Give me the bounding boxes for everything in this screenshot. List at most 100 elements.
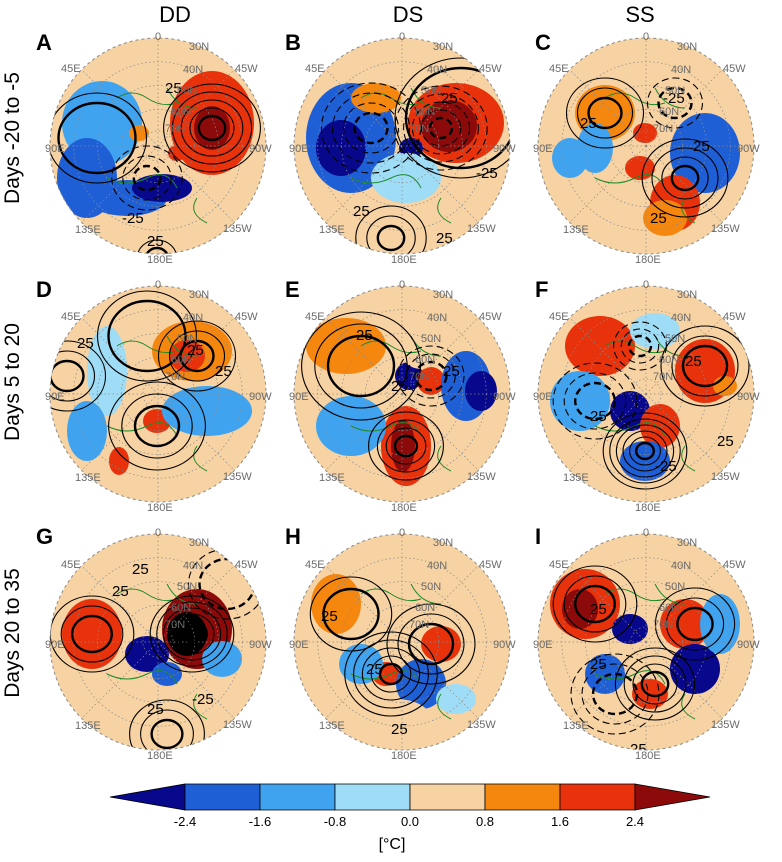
polar-map-b: 25 -25 25 25 0 45W 90W 135W 180E 135E 90E 45E 30N 40N… xyxy=(289,31,516,266)
label-lat-40n: 40N xyxy=(183,64,203,76)
label-lat-50n: 50N xyxy=(421,581,441,593)
geopotential-contour xyxy=(107,299,187,373)
anomaly-region xyxy=(351,83,401,113)
label-lon-45w: 45W xyxy=(723,559,746,571)
coastline xyxy=(106,335,208,472)
anomaly-region xyxy=(67,401,107,461)
panel-letter-d: D xyxy=(36,277,52,302)
geopotential-contour xyxy=(309,576,393,652)
label-lat-70n: 70N xyxy=(409,123,429,135)
geopotential-contour xyxy=(676,606,714,642)
label-lat-50n: 50N xyxy=(421,85,441,97)
label-lon-135e: 135E xyxy=(563,472,589,484)
map-border xyxy=(537,533,755,751)
contour-label: 25 xyxy=(187,342,204,359)
geopotential-contour xyxy=(397,613,465,675)
contour-label: -25 xyxy=(192,691,214,708)
geopotential-contour xyxy=(169,613,215,655)
coastline xyxy=(350,335,452,472)
label-lon-90w: 90W xyxy=(737,143,760,155)
contour-label: -25 xyxy=(655,458,677,475)
anomaly-region xyxy=(137,461,197,491)
label-lat-30n: 30N xyxy=(433,41,453,53)
geopotential-contour xyxy=(574,584,616,624)
geopotential-contour xyxy=(411,101,471,155)
contour-label: 25 xyxy=(436,230,453,247)
contour-label: 25 xyxy=(693,138,710,155)
geopotential-contour xyxy=(150,718,184,750)
label-lon-135w: 135W xyxy=(467,471,496,483)
label-lat-30n: 30N xyxy=(433,537,453,549)
geopotential-contour xyxy=(670,164,700,192)
contour-label: 25 xyxy=(356,327,373,344)
anomaly-region xyxy=(421,100,477,152)
coastline xyxy=(350,583,452,720)
anomaly-region xyxy=(605,724,675,750)
contour-label: 25 xyxy=(630,741,647,758)
label-lon-90e: 90E xyxy=(289,143,309,155)
label-lon-90w: 90W xyxy=(737,639,760,651)
label-lon-0: 0 xyxy=(155,527,161,539)
geopotential-contour xyxy=(404,66,510,170)
anomaly-region xyxy=(169,340,205,372)
colorbar-segment xyxy=(184,783,261,811)
geopotential-contour xyxy=(397,345,465,407)
label-lon-180e: 180E xyxy=(391,750,417,762)
polar-map-a: 25-2525045W90W135W180E135E90E45E30N40N50… xyxy=(45,31,272,266)
geopotential-contour xyxy=(162,607,222,661)
latitude-circle xyxy=(386,626,418,658)
anomaly-region xyxy=(552,138,588,178)
label-lon-90w: 90W xyxy=(493,143,516,155)
contour-label: 25 xyxy=(215,363,232,380)
geopotential-contour xyxy=(108,381,206,471)
anomaly-region xyxy=(371,153,441,203)
contour-label: 25 xyxy=(321,608,338,625)
polar-map-c: 25 -25 25 25 0 45W 90W 135W 180E 135E 90E 45E 30N 40N… xyxy=(533,31,760,266)
map-field: 25 -25 25 25 xyxy=(538,38,754,254)
label-lon-135w: 135W xyxy=(223,471,252,483)
column-header-ss: SS xyxy=(625,2,655,27)
map-border xyxy=(537,285,755,503)
anomaly-region xyxy=(316,120,366,176)
colorbar-tick-label: -0.8 xyxy=(324,814,346,829)
geopotential-contour xyxy=(326,334,396,398)
anomaly-region xyxy=(311,574,361,634)
panel-letter-e: E xyxy=(285,277,300,302)
label-lat-40n: 40N xyxy=(671,64,691,76)
colorbar-unit-label: [°C] xyxy=(378,836,406,853)
geopotential-contour xyxy=(50,92,148,184)
label-lon-180e: 180E xyxy=(147,254,173,266)
label-lat-60n: 60N xyxy=(415,106,435,118)
label-lon-45e: 45E xyxy=(61,311,81,323)
label-lon-135w: 135W xyxy=(711,471,740,483)
geopotential-contour xyxy=(320,82,422,174)
anomaly-region xyxy=(168,145,186,161)
label-lat-60n: 60N xyxy=(659,354,679,366)
anomaly-region xyxy=(550,371,610,431)
label-lon-45e: 45E xyxy=(549,311,569,323)
label-lon-135e: 135E xyxy=(75,224,101,236)
geopotential-contour xyxy=(60,605,124,663)
label-lon-135w: 135W xyxy=(467,719,496,731)
contour-label: 25 xyxy=(685,353,702,370)
geopotential-contour xyxy=(176,619,208,649)
label-lon-180e: 180E xyxy=(147,750,173,762)
geopotential-contour xyxy=(657,86,693,120)
map-field: 25 25 25 xyxy=(538,534,754,758)
label-lon-90w: 90W xyxy=(493,391,516,403)
label-lon-90w: 90W xyxy=(249,143,272,155)
latitude-circle xyxy=(142,626,174,658)
geopotential-contour xyxy=(366,215,416,254)
label-lon-135e: 135E xyxy=(75,720,101,732)
geopotential-contour xyxy=(632,663,678,705)
anomaly-region xyxy=(152,662,182,686)
geopotential-contour xyxy=(179,339,215,373)
geopotential-contour xyxy=(50,350,96,402)
colorbar-tick-label: -1.6 xyxy=(249,814,271,829)
anomaly-region xyxy=(620,441,670,481)
label-lat-40n: 40N xyxy=(427,64,447,76)
label-lat-70n: 70N xyxy=(409,371,429,383)
geopotential-contour xyxy=(629,436,661,466)
geopotential-contour xyxy=(57,101,137,175)
row-label-days-neg20-to-neg5: Days -20 to -5 xyxy=(1,72,24,204)
